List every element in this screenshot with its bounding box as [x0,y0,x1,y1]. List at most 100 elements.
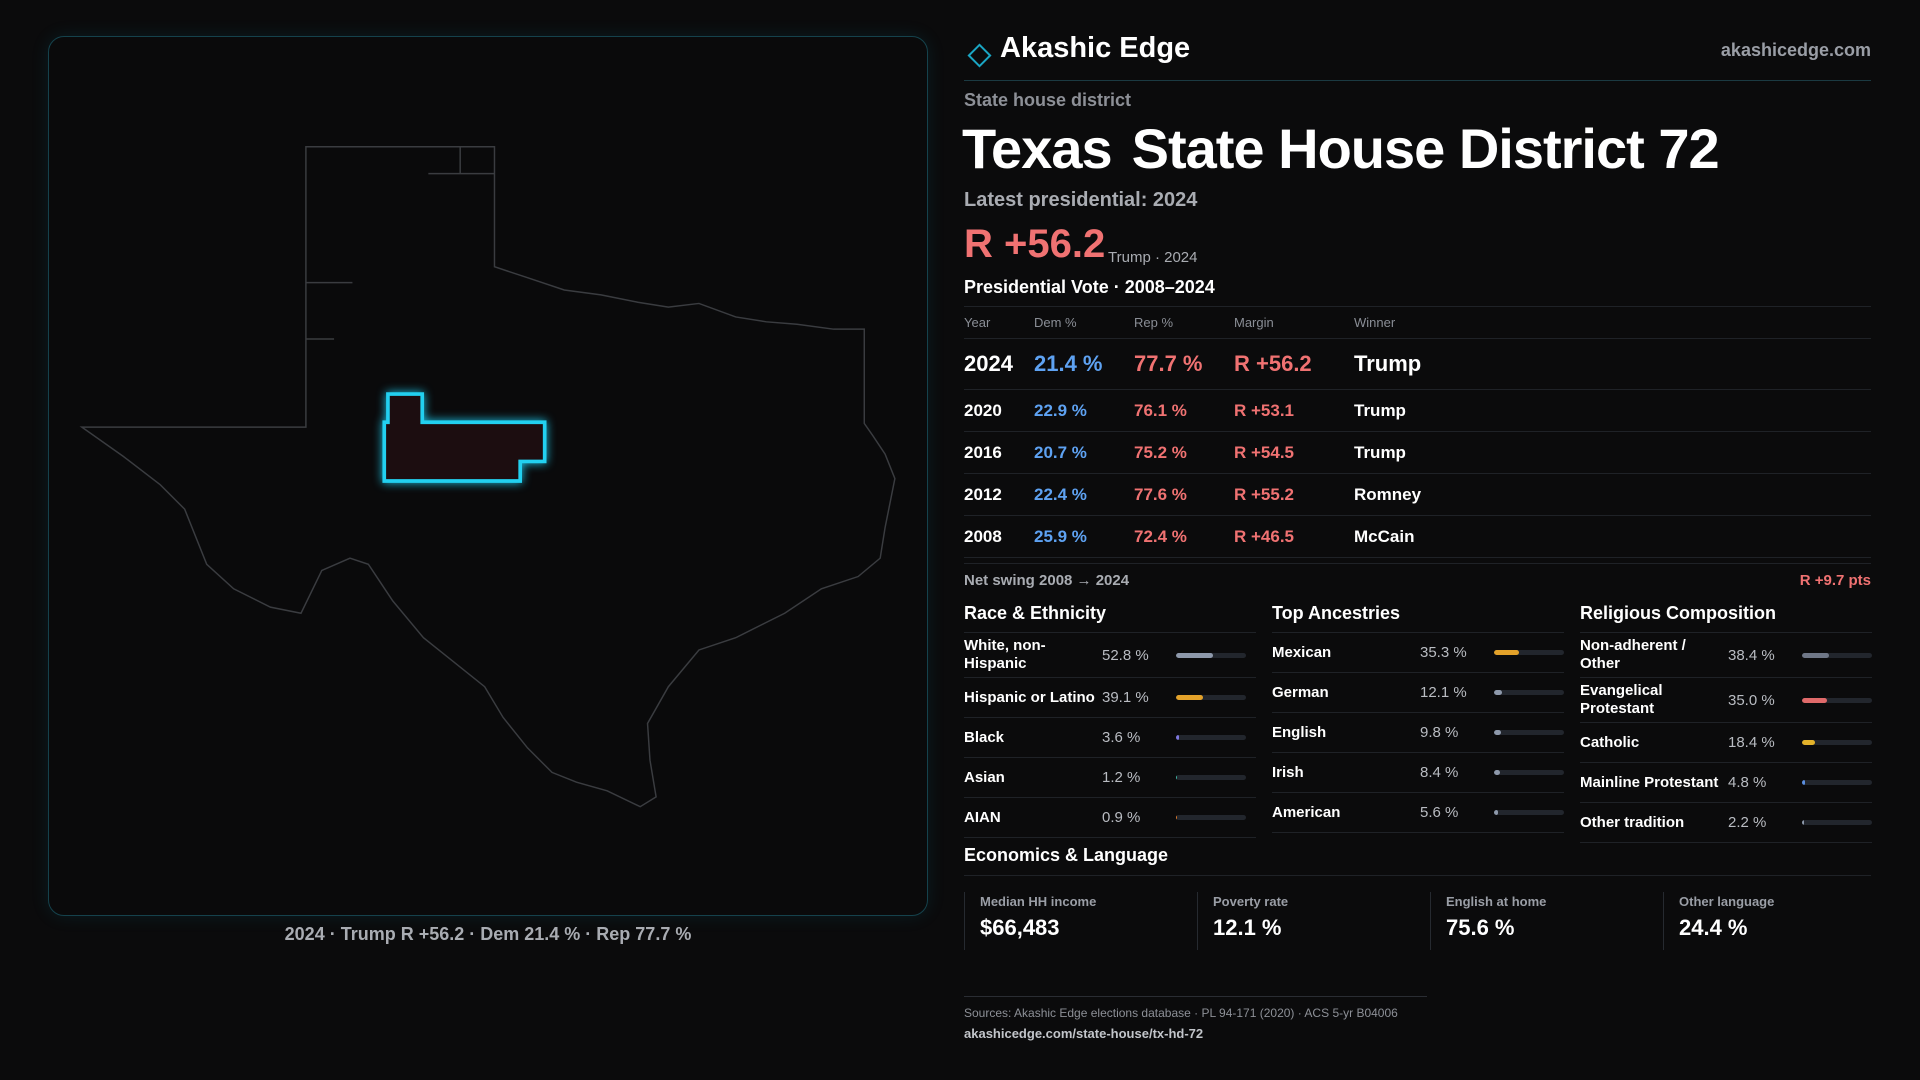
divider [964,996,1427,997]
table-cell: 2016 [964,442,1002,462]
row-label: English [1272,723,1327,741]
row-value: 35.0 % [1728,691,1775,709]
swing-value: R +9.7 pts [1799,572,1871,589]
row-label: Irish [1272,763,1304,781]
latest: Latest presidential: 2024 [964,189,1198,211]
row-value: 5.6 % [1420,804,1459,821]
table-cell: 76.1 % [1134,400,1187,420]
panel-row: Asian 1.2 % [964,758,1256,798]
panel-row: Mainline Protestant 4.8 % [1580,763,1872,803]
bar [1494,650,1519,655]
row-label: White, non-Hispanic [964,637,1046,672]
panel-row: English 9.8 % [1272,713,1564,753]
column-header: Dem % [1034,315,1077,330]
logo [967,43,992,68]
bar [1494,730,1501,735]
row-value: 8.4 % [1420,764,1459,781]
panel-row: Non-adherent / Other 38.4 % [1580,633,1872,678]
column-header: Year [964,315,991,330]
panel-row: German 12.1 % [1272,673,1564,713]
source-url[interactable]: akashicedge.com/state-house/tx-hd-72 [964,1026,1204,1041]
card-label: Poverty rate [1213,894,1289,909]
row-value: 12.1 % [1420,684,1467,701]
bar-track [1494,690,1564,695]
panel-row: American 5.6 % [1272,793,1564,833]
row-label: Black [964,728,1005,746]
table-row: 2016 20.7 % 75.2 % R +54.5 Trump [964,432,1871,474]
table-row: 2008 25.9 % 72.4 % R +46.5 McCain [964,516,1871,558]
margin-note: Trump · 2024 [1108,249,1198,266]
map-panel [48,36,928,916]
divider [964,563,1871,564]
row-label: Mainline Protestant [1580,773,1719,791]
table-cell: Trump [1354,351,1422,376]
table-title: Presidential Vote · 2008–2024 [964,277,1215,297]
bar-track [1176,775,1246,780]
row-value: 52.8 % [1102,646,1149,664]
vote-table: Year Dem % Rep % Margin Winner 2024 21.4 % 77.7… [964,306,1871,558]
bar [1802,820,1804,825]
bar [1802,780,1806,785]
bar-track [1802,652,1872,658]
panel-row: White, non-Hispanic 52.8 % [964,633,1256,678]
bar [1802,652,1829,658]
table-header: Year Dem % Rep % Margin Winner [964,306,1871,339]
bar-track [1802,740,1872,745]
row-label: AIAN [964,808,1001,826]
ancestry-panel: Top Ancestries Mexican 35.3 % German 12.1 % E… [1272,600,1564,833]
row-label: German [1272,683,1329,701]
row-value: 18.4 % [1728,734,1775,751]
table-cell: 22.9 % [1034,400,1087,420]
table-cell: 20.7 % [1034,442,1087,462]
state: Texas [962,117,1113,180]
sources: Sources: Akashic Edge elections database… [964,1006,1398,1020]
bar-track [1494,770,1564,775]
bar [1494,690,1503,695]
bar-track [1802,820,1872,825]
econ-card: Median HH income $66,483 [964,892,1198,950]
econ-card: English at home 75.6 % [1430,892,1664,950]
table-cell: R +46.5 [1234,526,1295,546]
table-cell: 2008 [964,526,1002,546]
row-value: 35.3 % [1420,644,1467,661]
row-label: Asian [964,768,1005,786]
table-row: 2020 22.9 % 76.1 % R +53.1 Trump [964,390,1871,432]
table-cell: R +54.5 [1234,442,1295,462]
panel-row: Mexican 35.3 % [1272,633,1564,673]
table-cell: 25.9 % [1034,526,1087,546]
site[interactable]: akashicedge.com [1720,40,1871,60]
bar-track [1802,697,1872,703]
table-cell: Trump [1354,400,1406,420]
econ-card: Poverty rate 12.1 % [1197,892,1431,950]
table-cell: 72.4 % [1134,526,1187,546]
table-cell: McCain [1354,526,1415,546]
row-value: 4.8 % [1728,774,1767,791]
bar-track [1176,652,1246,658]
bar-track [1494,730,1564,735]
map [79,145,896,808]
card-value: $66,483 [980,915,1060,940]
table-cell: 2020 [964,400,1002,420]
bar-track [1494,810,1564,815]
bar [1176,695,1204,700]
row-label: American [1272,803,1341,821]
title: Texas State House District 72 [962,116,1720,181]
card-label: English at home [1446,894,1547,909]
bar [1176,815,1177,820]
column-header: Margin [1234,315,1274,330]
table-cell: 77.7 % [1134,351,1203,376]
row-label: Mexican [1272,643,1332,661]
bar [1176,652,1213,658]
map-caption: 2024 · Trump R +56.2 · Dem 21.4 % · Rep … [284,924,692,944]
row-value: 1.2 % [1102,769,1141,786]
table-cell: 75.2 % [1134,442,1187,462]
bar [1494,810,1498,815]
bar [1802,697,1827,703]
bar-track [1494,650,1564,655]
card-value: 12.1 % [1213,915,1282,940]
panel-title: Religious Composition [1580,600,1872,633]
panel-row: Catholic 18.4 % [1580,723,1872,763]
panel-title: Race & Ethnicity [964,600,1256,633]
bar [1802,740,1815,745]
